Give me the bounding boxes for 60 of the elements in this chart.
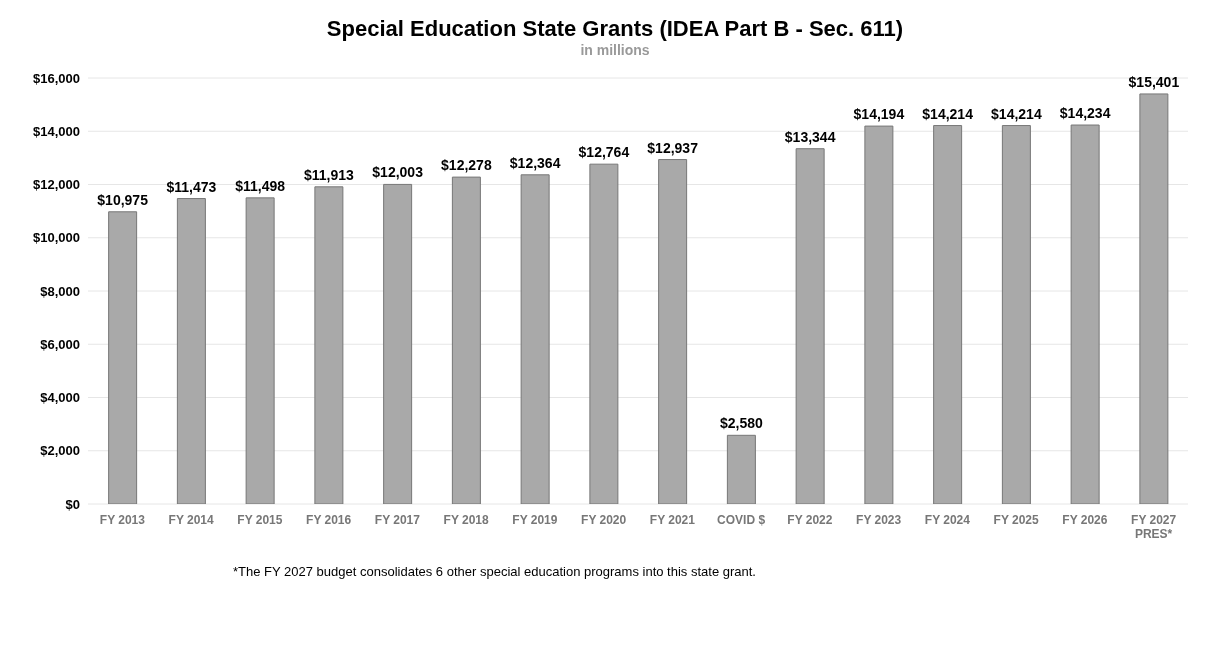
bar bbox=[176, 198, 206, 504]
bar bbox=[933, 125, 963, 504]
data-label: $2,580 bbox=[719, 415, 763, 432]
x-tick-label: FY 2014 bbox=[168, 513, 215, 527]
y-tick-label: $12,000 bbox=[33, 177, 80, 193]
bar bbox=[383, 183, 413, 504]
x-tick-label: FY 2022 bbox=[787, 513, 833, 527]
y-tick-label: $6,000 bbox=[40, 336, 80, 352]
y-tick-label: $14,000 bbox=[33, 123, 80, 139]
data-label: $10,975 bbox=[97, 191, 149, 208]
y-tick-label: $0 bbox=[65, 496, 80, 512]
bar bbox=[864, 125, 894, 504]
data-label: $12,764 bbox=[578, 144, 630, 161]
data-label: $14,234 bbox=[1059, 105, 1111, 122]
data-label: $11,913 bbox=[303, 166, 354, 183]
bar bbox=[1070, 124, 1100, 504]
chart-title: Special Education State Grants (IDEA Part B - Sec. 611) bbox=[325, 15, 905, 42]
text: *The FY 2027 budget consolidates 6 other special education programs into this state grant. bbox=[232, 564, 757, 579]
data-label: $12,937 bbox=[647, 139, 699, 156]
x-tick-label: FY 2016 bbox=[306, 513, 352, 527]
bar bbox=[451, 176, 481, 504]
data-label: $14,194 bbox=[853, 106, 905, 123]
chart-subtitle: in millions bbox=[579, 42, 651, 58]
data-label: $11,498 bbox=[235, 177, 286, 194]
bar bbox=[726, 434, 756, 504]
y-tick-label: $8,000 bbox=[40, 283, 80, 299]
bar bbox=[795, 148, 825, 504]
data-label: $11,473 bbox=[166, 178, 217, 195]
bar bbox=[108, 211, 138, 504]
bar bbox=[1001, 125, 1031, 504]
x-tick-label: FY 2013 bbox=[99, 513, 146, 527]
x-tick-label: FY 2020 bbox=[581, 513, 627, 527]
data-label: $12,003 bbox=[372, 164, 424, 181]
data-label: $12,278 bbox=[441, 157, 492, 174]
bar bbox=[658, 159, 688, 504]
bar bbox=[1139, 93, 1169, 504]
data-label: $13,344 bbox=[784, 128, 836, 145]
bar bbox=[314, 186, 344, 504]
x-tick-label: FY 2021 bbox=[649, 513, 696, 527]
data-label: $14,214 bbox=[991, 105, 1042, 122]
bar bbox=[520, 174, 550, 504]
bar bbox=[589, 163, 619, 504]
data-label: $15,401 bbox=[1128, 73, 1180, 90]
x-tick-label: FY 2018 bbox=[443, 513, 490, 527]
x-tick-label: FY 2017 bbox=[374, 513, 421, 527]
x-tick-label: FY 2015 bbox=[237, 513, 283, 527]
data-label: $12,364 bbox=[509, 154, 561, 171]
y-tick-label: $2,000 bbox=[40, 443, 80, 459]
y-tick-label: $4,000 bbox=[40, 390, 80, 406]
data-label: $14,214 bbox=[922, 105, 974, 122]
bar bbox=[245, 197, 275, 504]
x-tick-label: FY 2023 bbox=[856, 513, 902, 527]
x-tick-label: FY 2027 PRES* bbox=[1131, 513, 1177, 541]
y-tick-label: $10,000 bbox=[33, 230, 80, 246]
x-tick-label: COVID $ bbox=[717, 513, 766, 527]
x-tick-label: FY 2019 bbox=[512, 513, 558, 527]
x-tick-label: FY 2025 bbox=[993, 513, 1040, 527]
x-tick-label: FY 2024 bbox=[924, 513, 971, 527]
x-tick-label: FY 2026 bbox=[1062, 513, 1108, 527]
y-tick-label: $16,000 bbox=[33, 70, 80, 86]
